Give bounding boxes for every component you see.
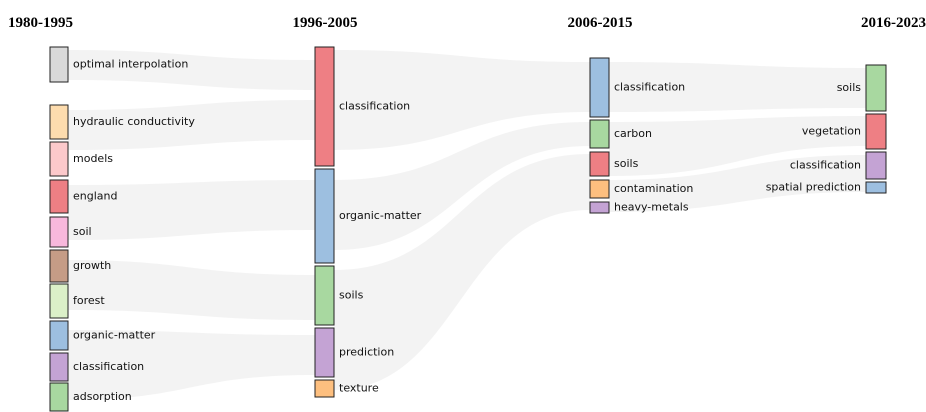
node-label: soils	[614, 157, 639, 170]
node-label: organic-matter	[339, 209, 422, 222]
node-label: heavy-metals	[614, 201, 689, 214]
flows	[68, 50, 866, 400]
node-label: spatial prediction	[766, 181, 861, 194]
node-label: contamination	[614, 182, 693, 195]
column-title: 1996-2005	[293, 15, 358, 31]
node	[589, 57, 610, 118]
flow	[334, 154, 590, 390]
nodes: 1980-1995 optimal interpolation hydraulic …	[8, 15, 926, 412]
node-label: prediction	[339, 346, 394, 359]
node	[865, 64, 887, 112]
node	[589, 201, 610, 214]
node-label: classification	[614, 81, 685, 94]
node-label: classification	[73, 360, 144, 373]
node	[49, 46, 69, 83]
node-label: organic-matter	[73, 329, 156, 342]
flow	[68, 260, 315, 320]
node-label: vegetation	[802, 125, 861, 138]
flow	[609, 155, 866, 212]
node-label: adsorption	[73, 390, 132, 403]
node	[589, 179, 610, 199]
node-label: soils	[837, 81, 862, 94]
node-label: models	[73, 152, 113, 165]
flow	[68, 50, 315, 90]
node-label: england	[73, 190, 117, 203]
flow	[609, 62, 866, 112]
node	[865, 181, 887, 194]
node-label: classification	[790, 159, 861, 172]
column-title: 1980-1995	[8, 15, 73, 31]
node	[314, 168, 335, 264]
node	[49, 382, 69, 412]
node	[49, 352, 69, 382]
node-label: hydraulic conductivity	[73, 115, 195, 128]
node	[865, 113, 887, 150]
flow	[68, 100, 315, 150]
node	[49, 141, 69, 177]
flow	[334, 50, 590, 150]
node	[49, 216, 69, 248]
node	[589, 119, 610, 149]
node	[49, 283, 69, 319]
node	[49, 179, 69, 214]
flow	[68, 180, 315, 240]
node	[49, 249, 69, 283]
node	[314, 379, 335, 398]
node-label: soils	[339, 289, 364, 302]
node	[49, 104, 69, 140]
node-label: classification	[339, 100, 410, 113]
flow	[609, 116, 866, 176]
node	[314, 327, 335, 378]
node	[589, 151, 610, 177]
node-label: forest	[73, 294, 105, 307]
node-label: texture	[339, 382, 379, 395]
node-label: carbon	[614, 127, 652, 140]
flow	[68, 330, 315, 400]
node	[314, 46, 335, 167]
node	[314, 265, 335, 326]
node-label: soil	[73, 225, 92, 238]
node	[865, 151, 887, 180]
node-label: growth	[73, 259, 111, 272]
node-label: optimal interpolation	[73, 58, 188, 71]
column-title: 2016-2023	[861, 15, 926, 31]
node	[49, 320, 69, 351]
column-title: 2006-2015	[568, 15, 633, 31]
flow	[334, 122, 590, 250]
